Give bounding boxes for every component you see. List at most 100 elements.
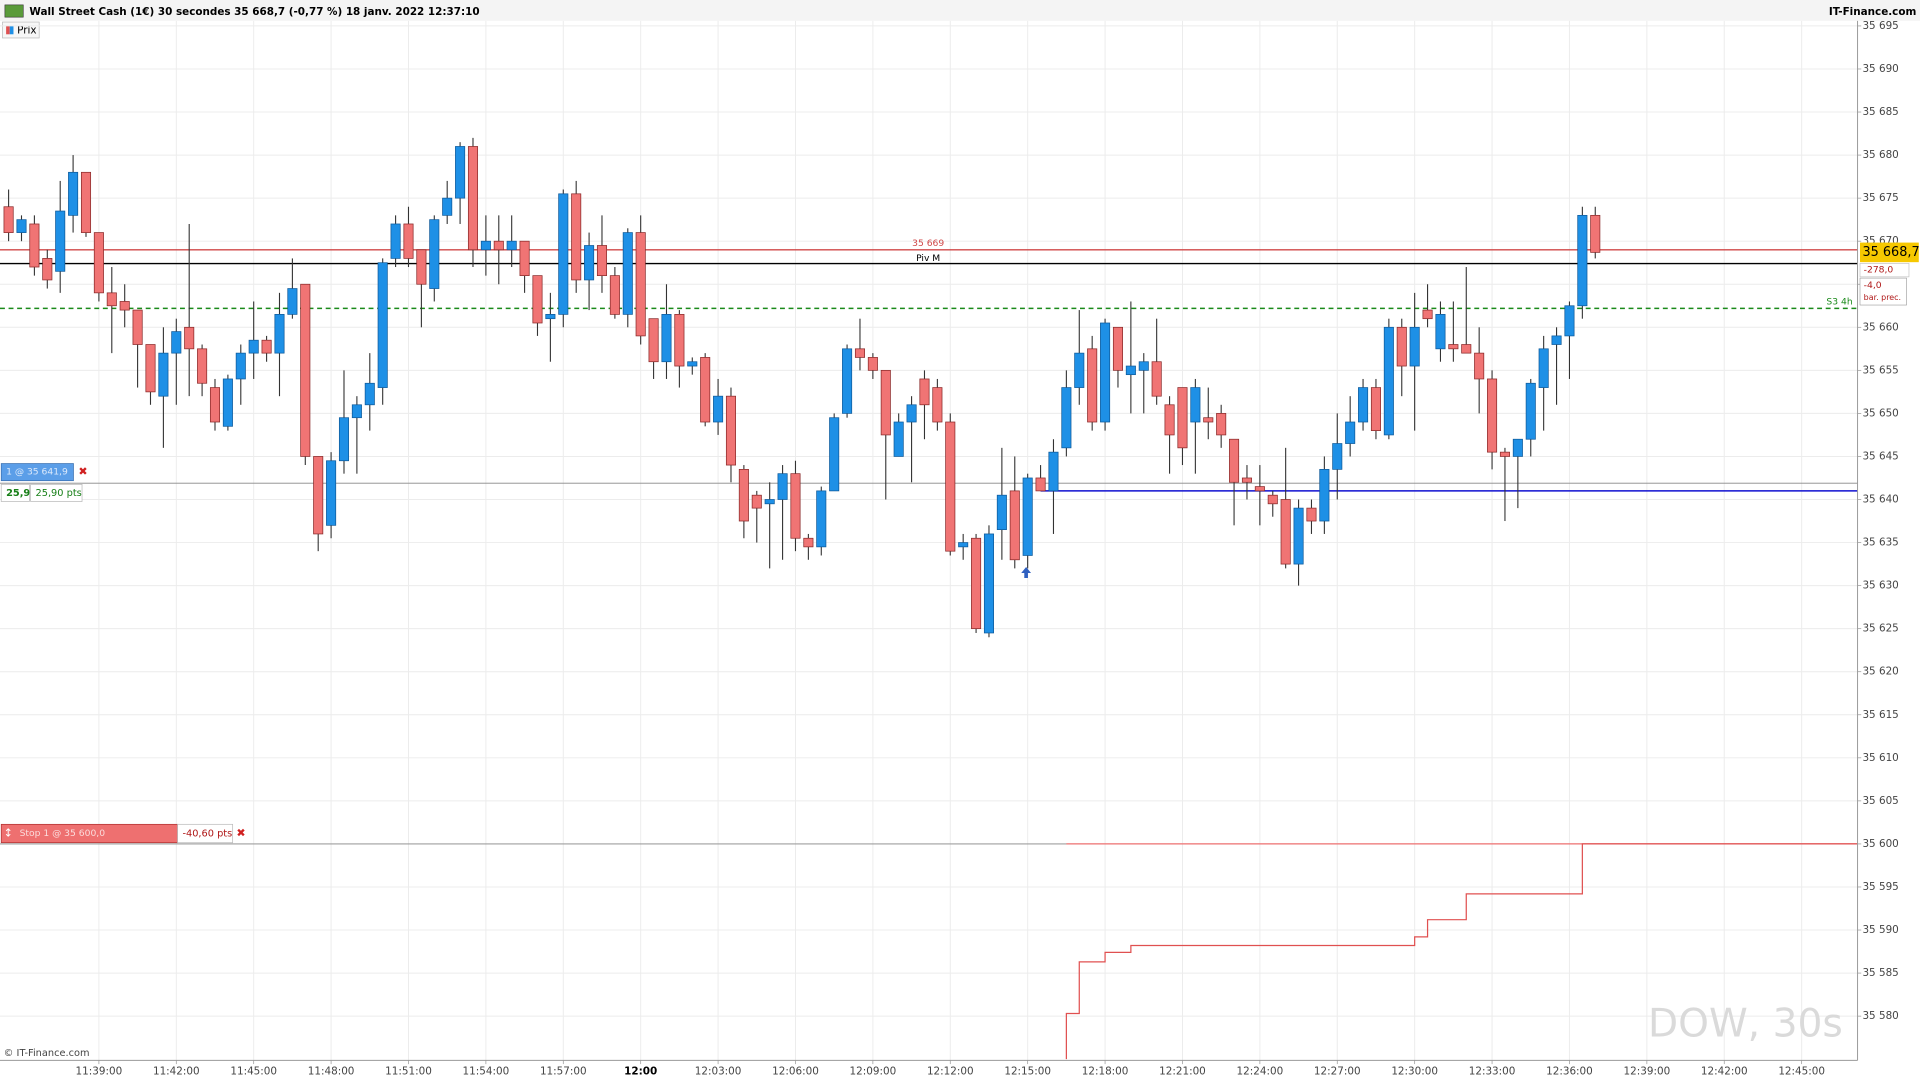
candle-body: [274, 314, 285, 354]
order-gain-box: [30, 483, 83, 502]
candle-body: [700, 357, 711, 423]
candle-body: [1061, 387, 1072, 449]
x-tick-label: 12:33:00: [1469, 1065, 1516, 1077]
candle-body: [1396, 326, 1407, 367]
x-tick-label: 11:42:00: [153, 1065, 200, 1077]
stop-close[interactable]: ✖: [236, 827, 245, 840]
order-gain: 25,90 pts: [36, 488, 82, 499]
candle-body: [351, 404, 362, 419]
plot: 35 669 Piv M S3 4h: [0, 137, 1858, 1060]
candle-body: [1383, 326, 1394, 436]
candle-body: [16, 219, 27, 233]
x-tick-label: 11:48:00: [308, 1065, 355, 1077]
stop-label: Stop 1 @ 35 600,0: [20, 828, 106, 839]
candle-body: [571, 193, 582, 281]
candle-body: [55, 210, 66, 272]
candle-body: [132, 309, 143, 345]
candle-body: [429, 219, 440, 289]
candle-body: [945, 421, 956, 552]
candle-body: [842, 348, 853, 414]
order-close[interactable]: ✖: [78, 465, 87, 478]
candle-body: [1035, 477, 1046, 492]
candle-body: [416, 249, 427, 285]
candle-body: [777, 473, 788, 500]
bar-change-box: [1859, 277, 1907, 306]
candle-body: [932, 387, 943, 423]
y-tick-label: 35 690: [1862, 63, 1898, 75]
y-tick-label: 35 580: [1862, 1010, 1898, 1022]
candle-body: [635, 232, 646, 337]
y-tick-label: 35 630: [1862, 580, 1898, 592]
candle-body: [403, 223, 414, 259]
candle-body: [1332, 443, 1343, 470]
legend-swatch: [6, 25, 10, 35]
y-tick-label: 35 640: [1862, 494, 1898, 506]
x-tick-label: 11:54:00: [463, 1065, 510, 1077]
candle-body: [93, 232, 104, 294]
x-tick-label: 11:39:00: [76, 1065, 123, 1077]
x-tick-label: 12:21:00: [1159, 1065, 1206, 1077]
order-box[interactable]: [0, 463, 74, 482]
header-site: IT-Finance.com: [1829, 6, 1916, 18]
candle-body: [983, 533, 994, 634]
y-tick-label: 35 655: [1862, 364, 1898, 376]
candle-body: [1241, 477, 1252, 483]
candle-body: [1512, 438, 1523, 457]
candle-body: [996, 494, 1007, 531]
candle-body: [816, 490, 827, 548]
candle-body: [1267, 494, 1278, 505]
candle-body: [790, 473, 801, 539]
x-tick-label: 12:27:00: [1314, 1065, 1361, 1077]
candle-body: [1499, 451, 1510, 457]
candle-body: [248, 339, 259, 354]
candle-body: [1100, 322, 1111, 423]
candle-body: [197, 348, 208, 384]
order-points: 25,9: [6, 488, 30, 499]
candle-body: [158, 352, 169, 397]
candle-body: [1409, 326, 1420, 367]
y-tick-label: 35 685: [1862, 106, 1898, 118]
x-tick-label: 12:42:00: [1701, 1065, 1748, 1077]
stop-handle: ↕: [4, 827, 13, 840]
candle-body: [1538, 348, 1549, 388]
candle-body: [1216, 413, 1227, 436]
candle-body: [1474, 352, 1485, 380]
candle-body: [1203, 417, 1214, 423]
candle-body: [725, 395, 737, 466]
x-tick-label: 12:30:00: [1391, 1065, 1438, 1077]
candle-body: [609, 275, 620, 315]
candle-body: [1074, 352, 1085, 388]
x-tick-label: 12:03:00: [695, 1065, 742, 1077]
x-tick-label: 12:39:00: [1624, 1065, 1671, 1077]
app-icon: [4, 4, 24, 18]
candle-body: [1435, 314, 1446, 350]
candle-body: [300, 283, 311, 457]
candle-body: [68, 171, 79, 216]
y-tick-label: 35 610: [1862, 752, 1898, 764]
x-tick-label: 11:57:00: [540, 1065, 587, 1077]
candle-body: [1112, 326, 1123, 371]
bar-prev-label: bar. prec.: [1864, 293, 1901, 302]
footer: © IT-Finance.com: [4, 1048, 90, 1059]
candle-body: [493, 240, 504, 251]
candle-body: [1229, 438, 1240, 483]
candle-body: [171, 331, 182, 354]
candle-body: [713, 395, 724, 423]
candle-body: [1009, 490, 1020, 561]
x-tick-label: 11:51:00: [385, 1065, 432, 1077]
candle-body: [1190, 387, 1201, 423]
candle-body: [519, 240, 530, 276]
candle-body: [119, 301, 130, 311]
x-tick-label: 12:45:00: [1778, 1065, 1825, 1077]
level-label: 35 669: [912, 238, 944, 249]
candle-body: [1577, 214, 1588, 307]
candle-body: [584, 245, 595, 281]
y-tick-label: 35 605: [1862, 795, 1898, 807]
x-tick-label: 11:45:00: [230, 1065, 277, 1077]
legend-swatch: [9, 25, 14, 35]
candle-body: [1048, 451, 1059, 492]
candle-body: [751, 494, 762, 509]
candle-body: [1138, 361, 1149, 371]
candle-body: [1448, 344, 1459, 350]
x-tick-label: 12:36:00: [1546, 1065, 1593, 1077]
